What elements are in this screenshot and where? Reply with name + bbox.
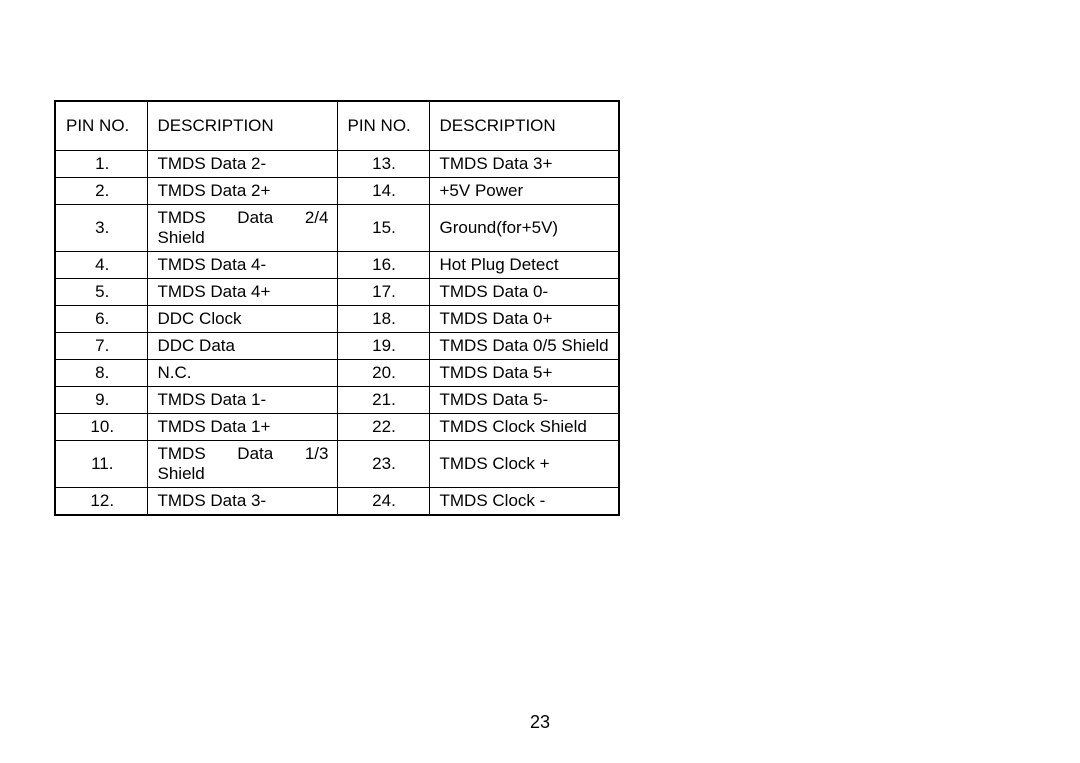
cell-pin-b: 22. — [337, 414, 429, 441]
cell-pin-a: 3. — [55, 205, 147, 252]
cell-pin-a: 1. — [55, 151, 147, 178]
cell-desc-a: TMDS Data 4+ — [147, 279, 337, 306]
table-row: 12.TMDS Data 3-24.TMDS Clock - — [55, 488, 619, 516]
cell-desc-b: TMDS Clock + — [429, 441, 619, 488]
cell-desc-b: TMDS Data 3+ — [429, 151, 619, 178]
cell-desc-b: Ground(for+5V) — [429, 205, 619, 252]
cell-desc-a: TMDSData1/3Shield — [147, 441, 337, 488]
table-row: 9.TMDS Data 1-21.TMDS Data 5- — [55, 387, 619, 414]
cell-desc-b: TMDS Clock Shield — [429, 414, 619, 441]
table-row: 3.TMDSData2/4Shield15.Ground(for+5V) — [55, 205, 619, 252]
cell-desc-b: Hot Plug Detect — [429, 252, 619, 279]
cell-desc-a: N.C. — [147, 360, 337, 387]
cell-pin-a: 4. — [55, 252, 147, 279]
table-row: 1.TMDS Data 2-13.TMDS Data 3+ — [55, 151, 619, 178]
cell-desc-a: TMDSData2/4Shield — [147, 205, 337, 252]
cell-pin-b: 14. — [337, 178, 429, 205]
cell-pin-a: 5. — [55, 279, 147, 306]
cell-desc-a: TMDS Data 1- — [147, 387, 337, 414]
cell-pin-b: 18. — [337, 306, 429, 333]
cell-desc-a: DDC Clock — [147, 306, 337, 333]
table-row: 5.TMDS Data 4+17.TMDS Data 0- — [55, 279, 619, 306]
cell-desc-b: TMDS Data 5- — [429, 387, 619, 414]
cell-pin-a: 12. — [55, 488, 147, 516]
header-pin-b: PIN NO. — [337, 101, 429, 151]
cell-pin-b: 24. — [337, 488, 429, 516]
table-row: 8.N.C.20.TMDS Data 5+ — [55, 360, 619, 387]
cell-pin-b: 17. — [337, 279, 429, 306]
cell-pin-b: 19. — [337, 333, 429, 360]
cell-pin-a: 11. — [55, 441, 147, 488]
cell-desc-b: TMDS Data 0+ — [429, 306, 619, 333]
cell-pin-b: 23. — [337, 441, 429, 488]
pin-table: PIN NO. DESCRIPTION PIN NO. DESCRIPTION … — [54, 100, 620, 516]
cell-desc-a: DDC Data — [147, 333, 337, 360]
cell-desc-a: TMDS Data 1+ — [147, 414, 337, 441]
header-pin-a: PIN NO. — [55, 101, 147, 151]
cell-desc-a: TMDS Data 4- — [147, 252, 337, 279]
table-row: 4.TMDS Data 4-16.Hot Plug Detect — [55, 252, 619, 279]
cell-pin-a: 7. — [55, 333, 147, 360]
cell-pin-a: 6. — [55, 306, 147, 333]
table-row: 2.TMDS Data 2+14.+5V Power — [55, 178, 619, 205]
page-number: 23 — [0, 712, 1080, 733]
header-desc-a: DESCRIPTION — [147, 101, 337, 151]
cell-pin-b: 20. — [337, 360, 429, 387]
table-row: 7.DDC Data19.TMDS Data 0/5 Shield — [55, 333, 619, 360]
cell-desc-b: TMDS Clock - — [429, 488, 619, 516]
page: PIN NO. DESCRIPTION PIN NO. DESCRIPTION … — [0, 0, 1080, 763]
cell-desc-b: TMDS Data 0- — [429, 279, 619, 306]
table-body: 1.TMDS Data 2-13.TMDS Data 3+2.TMDS Data… — [55, 151, 619, 516]
table-row: 11.TMDSData1/3Shield23.TMDS Clock + — [55, 441, 619, 488]
cell-pin-a: 10. — [55, 414, 147, 441]
table-row: 10.TMDS Data 1+22.TMDS Clock Shield — [55, 414, 619, 441]
cell-desc-b: +5V Power — [429, 178, 619, 205]
cell-pin-a: 8. — [55, 360, 147, 387]
cell-desc-a: TMDS Data 2- — [147, 151, 337, 178]
cell-pin-a: 9. — [55, 387, 147, 414]
cell-desc-b: TMDS Data 5+ — [429, 360, 619, 387]
cell-pin-b: 21. — [337, 387, 429, 414]
table-header-row: PIN NO. DESCRIPTION PIN NO. DESCRIPTION — [55, 101, 619, 151]
header-desc-b: DESCRIPTION — [429, 101, 619, 151]
cell-pin-a: 2. — [55, 178, 147, 205]
cell-pin-b: 15. — [337, 205, 429, 252]
cell-desc-a: TMDS Data 2+ — [147, 178, 337, 205]
cell-pin-b: 13. — [337, 151, 429, 178]
cell-desc-b: TMDS Data 0/5 Shield — [429, 333, 619, 360]
table-row: 6.DDC Clock18.TMDS Data 0+ — [55, 306, 619, 333]
cell-pin-b: 16. — [337, 252, 429, 279]
cell-desc-a: TMDS Data 3- — [147, 488, 337, 516]
